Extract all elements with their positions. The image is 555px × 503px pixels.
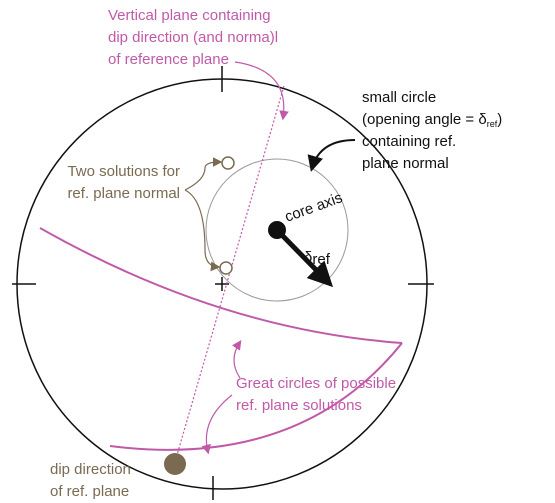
- delta-sub: ref: [312, 251, 330, 268]
- label-sub: ref: [487, 119, 498, 129]
- arrow: [201, 394, 233, 455]
- label: small circle: [362, 89, 436, 106]
- small-circle: [205, 158, 349, 302]
- arrow: [307, 139, 356, 172]
- label: ref. plane normal: [67, 185, 180, 202]
- delta-symbol: δ: [304, 249, 312, 266]
- label-part: (opening angle = δ: [362, 111, 487, 128]
- label: Two solutions for: [67, 163, 180, 180]
- label: containing ref.: [362, 133, 456, 150]
- delta-arrow: [275, 228, 333, 288]
- vertical-plane-line: [174, 85, 285, 463]
- label: ref. plane solutions: [236, 397, 362, 414]
- great-circle: [39, 227, 403, 344]
- label: of ref. plane: [50, 483, 129, 500]
- arrow: [234, 61, 289, 121]
- label: dip direction: [50, 461, 131, 478]
- dip-direction-point: [164, 453, 186, 475]
- label: dip direction (and norma)l: [108, 29, 278, 46]
- core-axis-point: [268, 221, 286, 239]
- solution-point: [219, 261, 233, 275]
- label: plane normal: [362, 155, 449, 172]
- label-part: ): [497, 111, 502, 128]
- label: Vertical plane containing: [108, 7, 271, 24]
- delta-label: δref: [304, 249, 331, 268]
- arrow: [184, 157, 223, 191]
- great-circle: [109, 342, 403, 451]
- arrow: [232, 340, 242, 379]
- core-axis-label: core axis: [283, 189, 345, 226]
- label: Great circles of possible: [236, 375, 396, 392]
- label: (opening angle = δref): [362, 111, 502, 129]
- arrow: [184, 189, 221, 272]
- label: of reference plane: [108, 51, 229, 68]
- ticks: [12, 66, 434, 500]
- solution-point: [221, 156, 235, 170]
